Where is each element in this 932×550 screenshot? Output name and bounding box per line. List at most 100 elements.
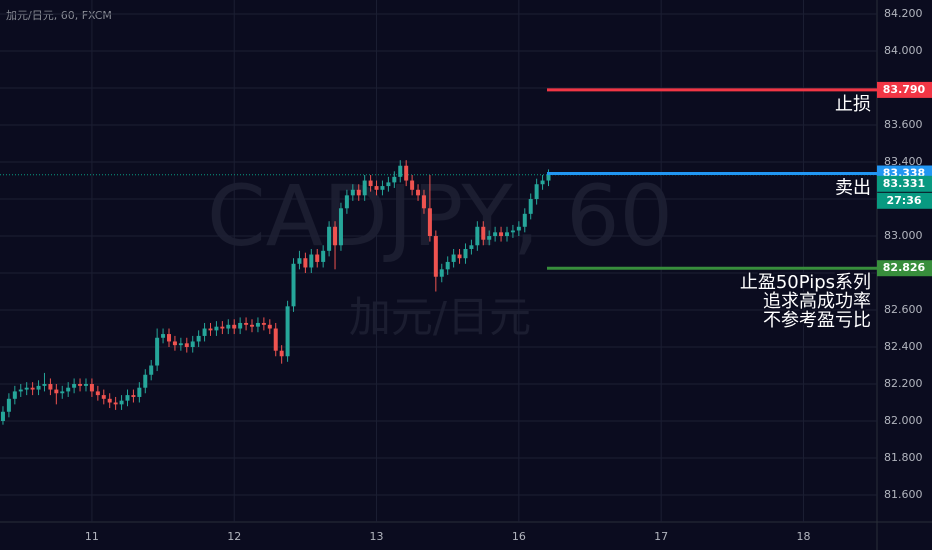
level-price-label-box: [877, 81, 932, 98]
candle-body: [166, 334, 171, 342]
candle-body: [427, 208, 432, 237]
candle-body: [333, 226, 338, 246]
candle-body: [178, 343, 183, 346]
candle-body: [534, 184, 539, 200]
candle-body: [0, 411, 5, 422]
y-tick-label: 83.000: [884, 229, 923, 242]
candle-body: [12, 391, 17, 399]
candle-body: [66, 387, 71, 392]
candle-body: [273, 328, 278, 351]
candle-body: [161, 334, 166, 338]
x-tick-label: 11: [85, 530, 99, 543]
candle-body: [125, 395, 130, 401]
level-price-label: 83.790: [883, 83, 926, 96]
candle-body: [155, 337, 160, 366]
candle-body: [42, 384, 47, 386]
x-tick-label: 13: [370, 530, 384, 543]
candle-body: [172, 341, 177, 346]
candle-body: [457, 254, 462, 259]
candle-body: [499, 232, 504, 237]
candle-body: [89, 384, 94, 392]
level-note: 止盈50Pips系列: [740, 272, 871, 293]
candle-body: [279, 350, 284, 357]
candle-body: [522, 213, 527, 227]
candle-body: [137, 387, 142, 397]
candle-body: [238, 322, 243, 329]
candle-body: [119, 400, 124, 405]
y-tick-label: 83.600: [884, 118, 923, 131]
candle-body: [291, 263, 296, 307]
candle-body: [244, 322, 249, 325]
current-price-label: 83.331: [883, 177, 925, 190]
candle-body: [190, 341, 195, 348]
level-note: 止损: [835, 94, 871, 115]
candle-body: [101, 395, 106, 399]
candle-body: [208, 328, 213, 331]
countdown-label-box: [877, 192, 932, 209]
candle-body: [83, 384, 88, 386]
candle-body: [421, 195, 426, 209]
y-tick-label: 83.400: [884, 155, 923, 168]
x-tick-label: 16: [512, 530, 526, 543]
candle-body: [30, 387, 35, 390]
y-tick-label: 81.600: [884, 488, 923, 501]
candle-body: [540, 180, 545, 185]
candle-body: [297, 258, 302, 264]
level-note: 追求高成功率: [763, 291, 871, 312]
candle-body: [481, 226, 486, 240]
candle-body: [439, 269, 444, 277]
candle-body: [528, 199, 533, 214]
candle-body: [149, 365, 154, 375]
y-tick-label: 81.800: [884, 451, 923, 464]
candle-body: [95, 391, 100, 396]
candle-body: [143, 374, 148, 388]
candle-body: [24, 387, 29, 390]
candle-body: [78, 384, 83, 386]
y-tick-label: 84.200: [884, 7, 923, 20]
candle-body: [315, 254, 320, 262]
candle-body: [250, 324, 255, 327]
y-tick-label: 82.200: [884, 377, 923, 390]
current-price-label-box: [877, 175, 932, 192]
watermark-subtitle: 加元/日元: [349, 293, 531, 342]
candle-body: [487, 236, 492, 240]
candle-body: [214, 326, 219, 331]
level-note: 不参考盈亏比: [763, 310, 871, 331]
candle-body: [48, 384, 53, 390]
watermark: CADJPY, 60: [207, 167, 673, 265]
candle-body: [18, 389, 23, 392]
candle-body: [285, 306, 290, 357]
candle-body: [368, 180, 373, 187]
candle-body: [113, 402, 118, 405]
candle-body: [220, 326, 225, 329]
candle-body: [267, 324, 272, 329]
candle-body: [226, 324, 231, 329]
candle-body: [404, 165, 409, 181]
y-tick-label: 82.600: [884, 303, 923, 316]
candle-body: [72, 384, 77, 388]
candle-body: [321, 250, 326, 262]
candle-body: [255, 322, 260, 327]
candle-body: [445, 261, 450, 270]
candle-body: [232, 324, 237, 329]
candle-body: [309, 254, 314, 268]
candle-body: [303, 258, 308, 268]
candle-body: [398, 165, 403, 177]
candle-body: [504, 232, 509, 237]
candle-body: [433, 236, 438, 277]
candle-body: [327, 226, 332, 251]
y-tick-label: 82.400: [884, 340, 923, 353]
candle-body: [261, 322, 266, 325]
candle-body: [184, 343, 189, 348]
candle-body: [107, 398, 112, 403]
candle-body: [202, 328, 207, 336]
y-tick-label: 82.000: [884, 414, 923, 427]
candle-body: [463, 248, 468, 259]
candle-body: [54, 389, 59, 394]
countdown-label: 27:36: [886, 194, 921, 207]
y-tick-label: 84.000: [884, 44, 923, 57]
candle-body: [356, 189, 361, 196]
candle-body: [362, 180, 367, 196]
candle-body: [416, 189, 421, 196]
